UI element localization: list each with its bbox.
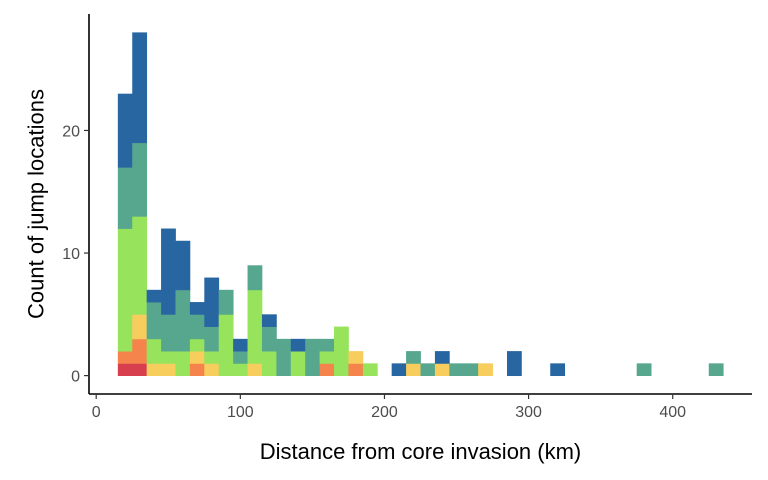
bar-segment-s4-x30: [132, 216, 148, 315]
bar-segment-s3-x50: [161, 363, 176, 377]
bar-segment-s5-x130: [276, 338, 292, 377]
x-tick-label-300: 300: [515, 404, 542, 421]
bar-segment-s5-x80: [204, 326, 220, 352]
bar-segment-s5-x160: [319, 338, 335, 352]
x-tick-label-200: 200: [371, 404, 398, 421]
bar-segment-s5-x220: [406, 351, 421, 364]
bar-segment-s3-x70: [189, 351, 205, 364]
bar-segment-s4-x70: [189, 338, 205, 352]
y-axis-ticks: 0 10 20: [62, 123, 89, 386]
bar-segment-s5-x90: [218, 289, 234, 315]
bar-segment-s6-x50: [161, 228, 176, 315]
x-tick-label-100: 100: [227, 404, 254, 421]
bar-segment-s4-x60: [175, 351, 191, 377]
bar-segment-s6-x290: [506, 351, 522, 377]
bar-segment-s6-x210: [391, 363, 407, 377]
bar-segment-s6-x80: [204, 277, 220, 327]
bar-segment-s5-x110: [247, 265, 263, 291]
bar-segment-s5-x30: [132, 142, 148, 217]
bar-segment-s5-x150: [305, 338, 321, 377]
bar-segment-s6-x100: [233, 338, 248, 352]
bar-segment-s5-x250: [449, 363, 465, 377]
bar-segment-s4-x40: [146, 338, 162, 364]
bar-segment-s3-x180: [348, 351, 364, 364]
bar-segment-s6-x240: [434, 351, 450, 364]
bar-segment-s4-x20: [117, 228, 133, 352]
bar-segment-s4-x110: [247, 289, 263, 364]
bar-segment-s6-x320: [550, 363, 566, 377]
stacked-bars: [117, 32, 724, 377]
y-tick-label-20: 20: [62, 123, 80, 140]
axes: 0 100 200 300 400 0 10 20: [62, 14, 752, 421]
bar-segment-s5-x260: [463, 363, 479, 377]
bar-segment-s6-x40: [146, 289, 162, 303]
bar-segment-s5-x60: [175, 289, 191, 352]
bar-segment-s5-x50: [161, 314, 176, 352]
bar-segment-s5-x100: [233, 351, 248, 364]
bar-segment-s5-x120: [261, 326, 277, 352]
y-tick-label-0: 0: [71, 369, 80, 386]
bar-segment-s2-x30: [132, 338, 148, 364]
bar-segment-s5-x20: [117, 167, 133, 229]
bar-segment-s6-x60: [175, 240, 191, 291]
bar-segment-s1-x20: [117, 363, 133, 377]
bar-segment-s4-x80: [204, 351, 220, 364]
bar-segment-s3-x80: [204, 363, 220, 377]
bar-segment-s6-x70: [189, 302, 205, 315]
bar-segment-s3-x270: [478, 363, 493, 377]
bar-segment-s6-x140: [290, 338, 306, 352]
bar-segment-s4-x100: [233, 363, 248, 377]
bar-segment-s2-x20: [117, 351, 133, 364]
bar-segment-s6-x120: [261, 314, 277, 327]
bar-segment-s4-x50: [161, 351, 176, 364]
bar-segment-s6-x30: [132, 32, 148, 144]
bar-segment-s5-x380: [636, 363, 652, 377]
y-tick-label-10: 10: [62, 246, 80, 263]
bar-segment-s4-x120: [261, 351, 277, 377]
bar-segment-s2-x70: [189, 363, 205, 377]
bar-segment-s4-x190: [362, 363, 378, 377]
x-tick-label-0: 0: [92, 404, 101, 421]
bar-segment-s3-x40: [146, 363, 162, 377]
x-axis-ticks: 0 100 200 300 400: [92, 394, 686, 421]
bar-segment-s1-x30: [132, 363, 148, 377]
bar-segment-s4-x90: [218, 314, 234, 377]
bar-segment-s3-x220: [406, 363, 421, 377]
bar-segment-s2-x160: [319, 363, 335, 377]
bar-segment-s5-x70: [189, 314, 205, 340]
bar-segment-s3-x110: [247, 363, 263, 377]
x-axis-title: Distance from core invasion (km): [260, 439, 582, 464]
bar-segment-s3-x240: [434, 363, 450, 377]
bar-segment-s4-x140: [290, 351, 306, 377]
y-axis-title: Count of jump locations: [24, 89, 49, 319]
bar-segment-s5-x230: [420, 363, 436, 377]
bar-segment-s4-x160: [319, 351, 335, 364]
bar-segment-s5-x430: [708, 363, 724, 377]
bar-segment-s6-x20: [117, 93, 133, 168]
bar-segment-s5-x40: [146, 302, 162, 340]
x-tick-label-400: 400: [659, 404, 686, 421]
bar-segment-s4-x170: [334, 326, 349, 377]
bar-segment-s2-x180: [348, 363, 364, 377]
bar-segment-s3-x30: [132, 314, 148, 340]
